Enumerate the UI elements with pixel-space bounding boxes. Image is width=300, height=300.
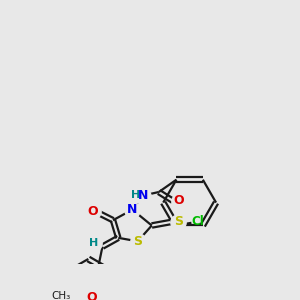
- Text: N: N: [138, 189, 148, 202]
- Text: O: O: [174, 194, 184, 207]
- Text: S: S: [174, 215, 183, 229]
- Text: H: H: [131, 190, 140, 200]
- Text: N: N: [127, 203, 138, 216]
- Text: Cl: Cl: [191, 215, 204, 228]
- Text: CH₃: CH₃: [51, 291, 70, 300]
- Text: H: H: [89, 238, 98, 248]
- Text: O: O: [86, 291, 97, 300]
- Text: O: O: [87, 205, 98, 218]
- Text: S: S: [133, 235, 142, 248]
